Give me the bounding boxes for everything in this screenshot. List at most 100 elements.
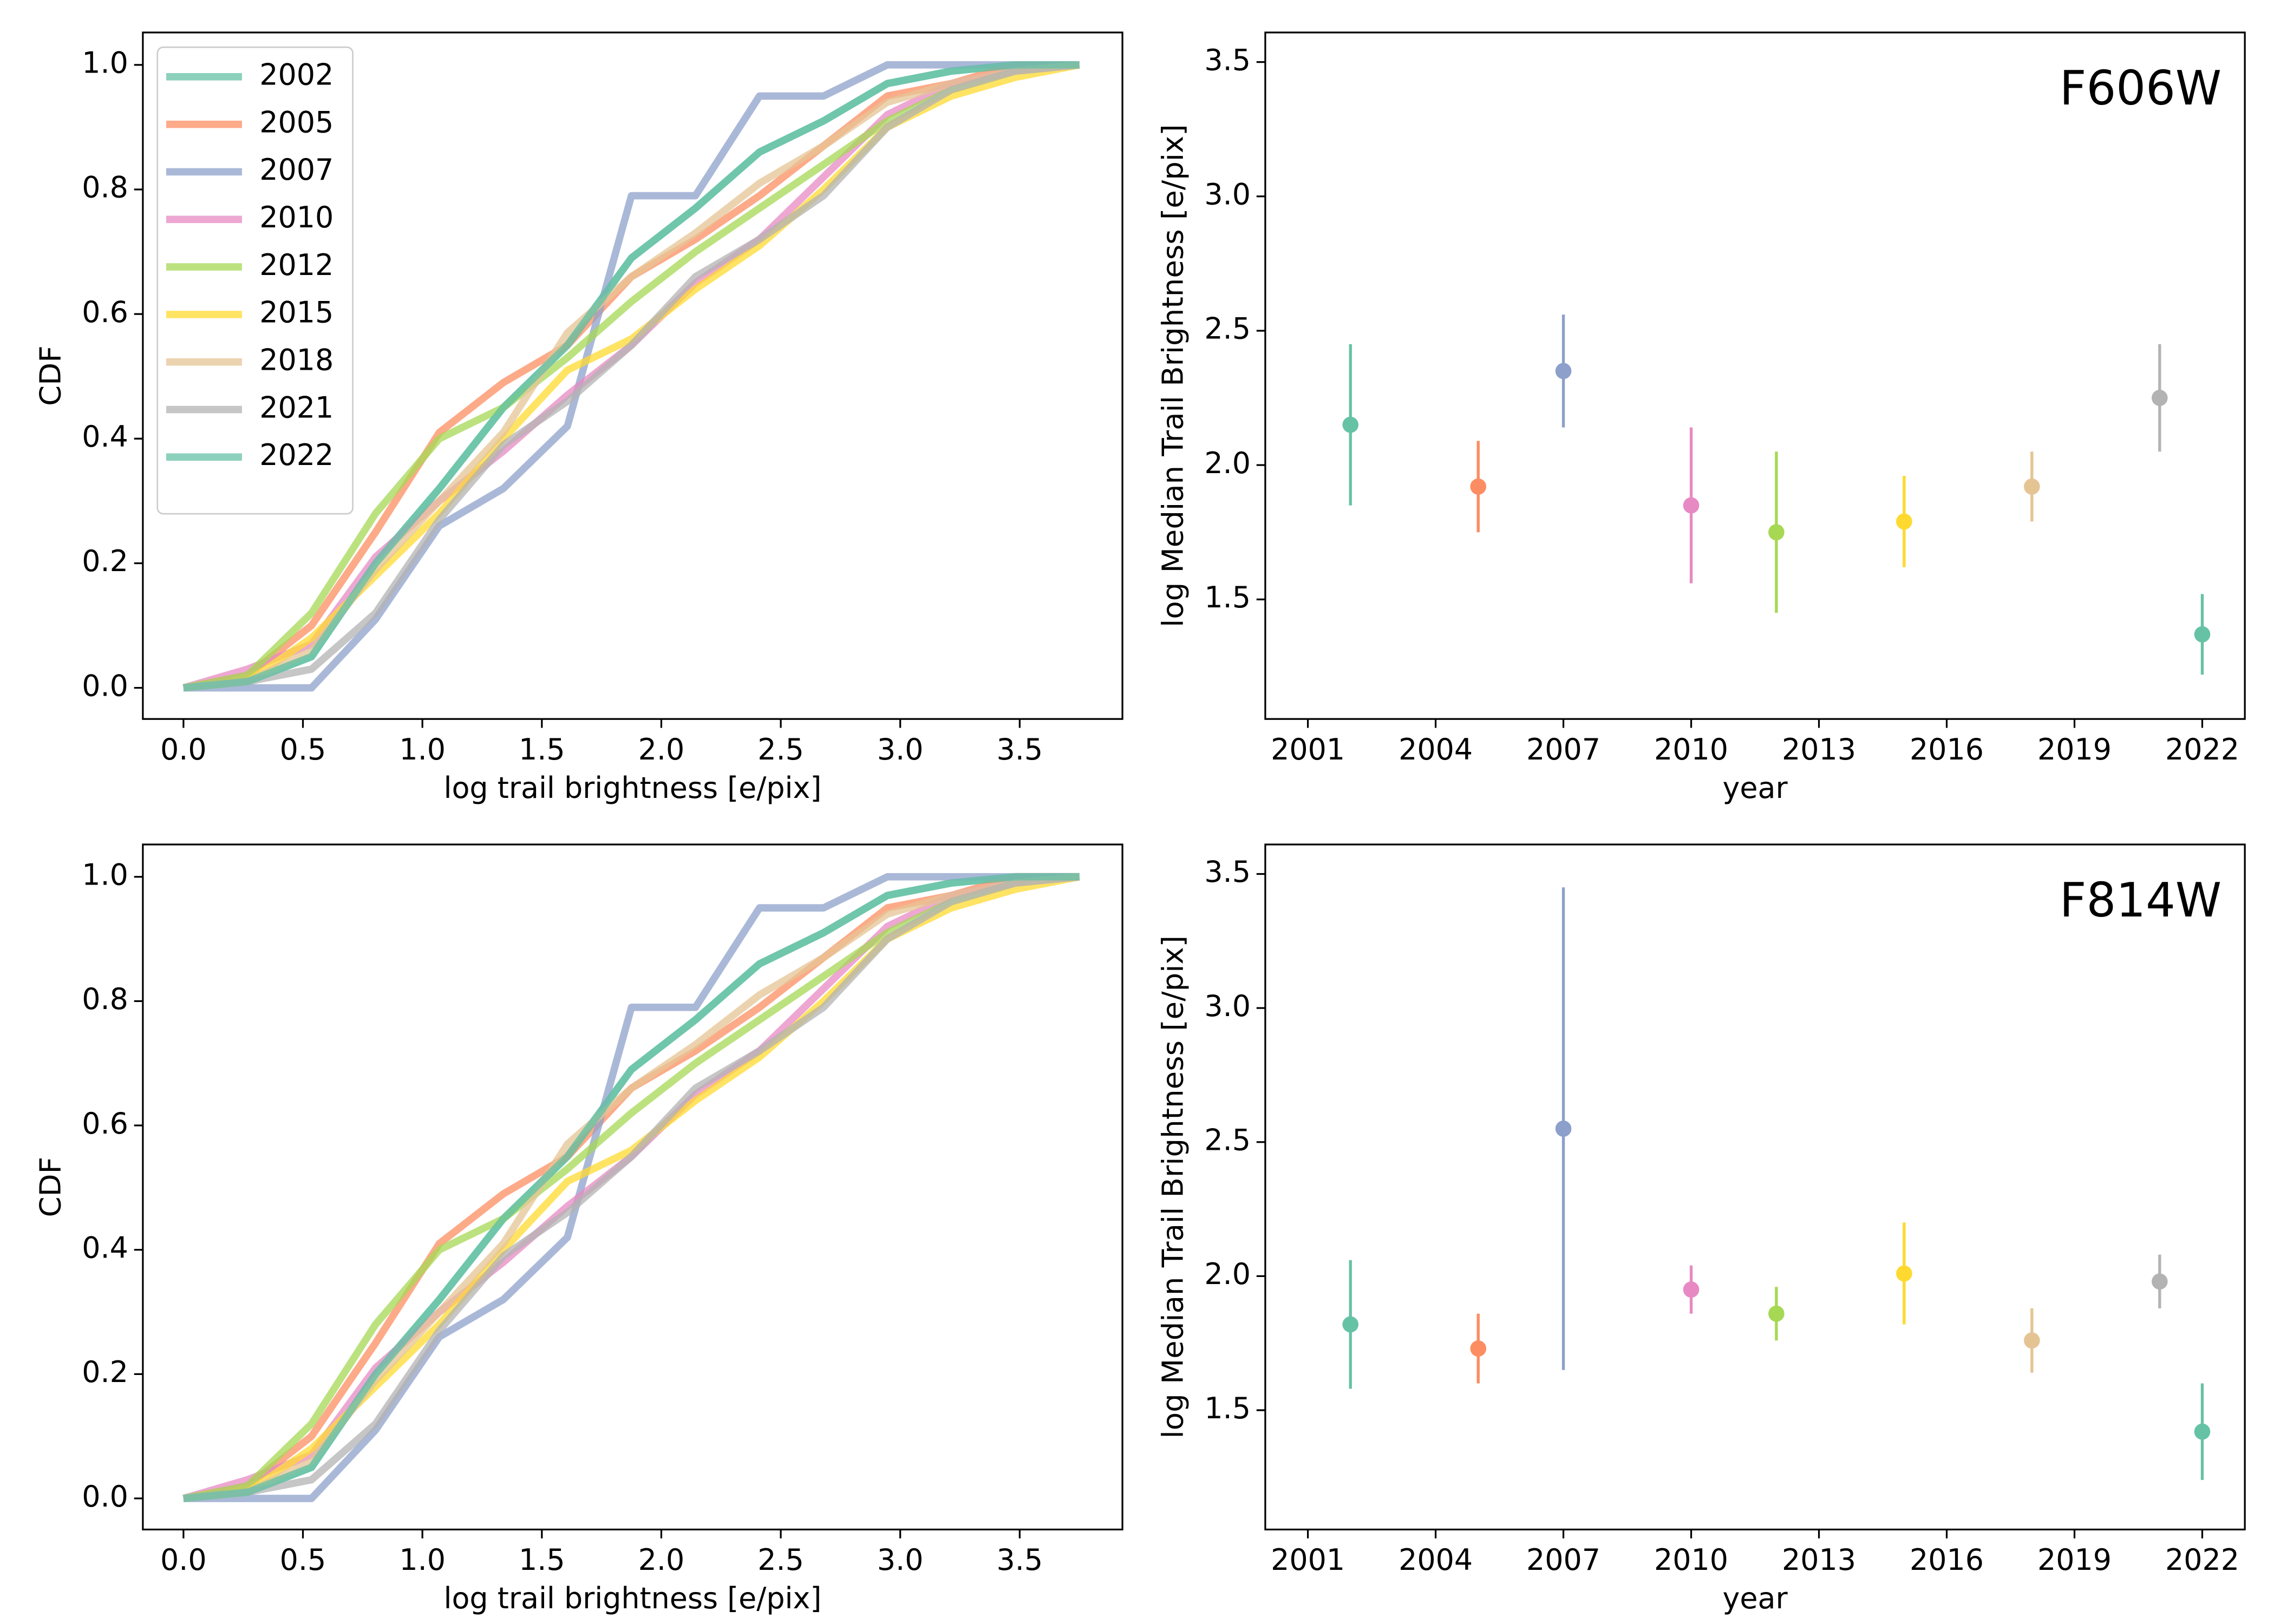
x-axis-label: year: [1722, 771, 1788, 805]
point: [1896, 513, 1912, 530]
legend-label: 2015: [259, 295, 334, 329]
y-tick-label: 3.0: [1204, 177, 1251, 211]
x-tick-label: 1.5: [519, 732, 565, 767]
y-tick-label: 0.0: [82, 669, 128, 703]
legend-frame: [156, 46, 354, 515]
legend: 2002 2005 2007 2010 2012 2015 2018 2021 2022: [156, 46, 354, 515]
point: [1470, 478, 1487, 495]
axes-frame: [1264, 31, 2246, 720]
x-tick-label: 2.0: [638, 732, 685, 767]
y-tick-label: 0.2: [82, 544, 128, 578]
x-tick-label: 2.0: [638, 1543, 685, 1577]
x-axis-label: log trail brightness [e/pix]: [444, 771, 822, 805]
point: [1896, 1265, 1912, 1282]
cdf-line: [183, 873, 1080, 1502]
x-tick-label: 3.5: [997, 1543, 1043, 1577]
point: [2194, 626, 2211, 643]
x-tick-label: 2.5: [757, 732, 804, 767]
cdf-line: [182, 873, 1080, 1502]
y-tick-label: 0.2: [82, 1355, 128, 1389]
x-tick-label: 3.0: [877, 1543, 924, 1577]
x-tick-label: 2001: [1271, 1543, 1345, 1577]
point: [1555, 1121, 1572, 1137]
x-tick-label: 3.5: [997, 732, 1043, 767]
x-tick-label: 2019: [2037, 1543, 2112, 1577]
y-axis-label: CDF: [34, 345, 68, 405]
x-tick-label: 2.5: [757, 1543, 804, 1577]
cdf-line: [183, 61, 1080, 692]
cdf-line: [183, 873, 1080, 1502]
cdf-line: [183, 873, 1080, 1502]
y-tick-label: 3.5: [1204, 855, 1251, 889]
y-tick-label: 0.4: [82, 1230, 128, 1265]
y-tick-label: 2.0: [1204, 1257, 1251, 1291]
x-tick-label: 2007: [1526, 1543, 1600, 1577]
y-tick-label: 2.5: [1204, 311, 1251, 345]
point: [1683, 1281, 1700, 1298]
x-tick-label: 0.5: [280, 1543, 326, 1577]
x-tick-label: 1.0: [399, 1543, 446, 1577]
y-tick-label: 1.5: [1204, 580, 1251, 614]
y-tick-label: 0.6: [82, 295, 128, 329]
x-tick-label: 1.0: [399, 732, 446, 767]
x-tick-label: 2016: [1910, 732, 1984, 767]
y-tick-label: 0.8: [82, 982, 128, 1016]
subplot: 0.0 0.5 1.0 1.5 2.0 2.5 3.0 3.5 0.0 0.2 0.4 0.6 0.8 1…: [34, 31, 1123, 805]
point: [1470, 1340, 1487, 1357]
y-axis-label: log Median Trail Brightness [e/pix]: [1156, 935, 1190, 1438]
panel-label: F606W: [2060, 62, 2221, 116]
x-tick-label: 2022: [2165, 732, 2239, 767]
cdf-line: [183, 873, 1080, 1502]
cdf-line: [183, 873, 1080, 1502]
point: [2152, 1273, 2168, 1290]
legend-label: 2005: [259, 105, 334, 139]
axes-frame: [142, 843, 1123, 1531]
x-tick-label: 0.0: [160, 1543, 207, 1577]
y-tick-label: 0.8: [82, 170, 128, 204]
x-tick-label: 2013: [1782, 732, 1856, 767]
point: [1768, 524, 1785, 541]
point: [1342, 416, 1359, 433]
legend-label: 2007: [259, 153, 334, 187]
axes-frame: [142, 31, 1123, 720]
legend-label: 2002: [259, 57, 334, 91]
panel-label: F814W: [2060, 874, 2221, 928]
legend-label: 2010: [259, 200, 334, 234]
axes-frame: [1264, 843, 2246, 1531]
y-tick-label: 3.0: [1204, 989, 1251, 1023]
x-tick-label: 2004: [1399, 732, 1473, 767]
point: [2024, 478, 2040, 495]
subplot: 0.0 0.5 1.0 1.5 2.0 2.5 3.0 3.5 0.0 0.2 0.4 0.6 0.8 1…: [34, 843, 1123, 1615]
y-tick-label: 0.0: [82, 1479, 128, 1513]
x-tick-label: 2010: [1654, 1543, 1728, 1577]
x-tick-label: 1.5: [519, 1543, 565, 1577]
x-tick-label: 2022: [2165, 1543, 2239, 1577]
y-tick-label: 0.4: [82, 420, 128, 454]
y-tick-label: 2.5: [1204, 1123, 1251, 1157]
x-axis-label: log trail brightness [e/pix]: [444, 1581, 822, 1615]
point: [2024, 1332, 2040, 1349]
y-tick-label: 1.0: [82, 857, 128, 892]
x-tick-label: 2013: [1782, 1543, 1856, 1577]
y-axis-label: log Median Trail Brightness [e/pix]: [1156, 124, 1190, 627]
point: [1555, 363, 1572, 379]
x-tick-label: 3.0: [877, 732, 924, 767]
legend-label: 2012: [259, 248, 334, 282]
point: [1683, 497, 1700, 514]
legend-label: 2021: [259, 390, 334, 424]
x-tick-label: 0.5: [280, 732, 326, 767]
x-tick-label: 2004: [1399, 1543, 1473, 1577]
x-tick-label: 2001: [1271, 732, 1345, 767]
point: [1768, 1305, 1785, 1322]
y-axis-label: CDF: [34, 1157, 68, 1217]
subplot: 2001 2004 2007 2010 2013 2016 2019 2022 1.5 2.0 2.…: [1156, 843, 2246, 1615]
cdf-line: [183, 873, 1080, 1502]
x-tick-label: 2007: [1526, 732, 1600, 767]
x-tick-label: 2016: [1910, 1543, 1984, 1577]
cdf-line: [182, 873, 1080, 1502]
y-tick-label: 2.0: [1204, 446, 1251, 480]
y-tick-label: 1.0: [82, 45, 128, 80]
y-tick-label: 1.5: [1204, 1391, 1251, 1425]
